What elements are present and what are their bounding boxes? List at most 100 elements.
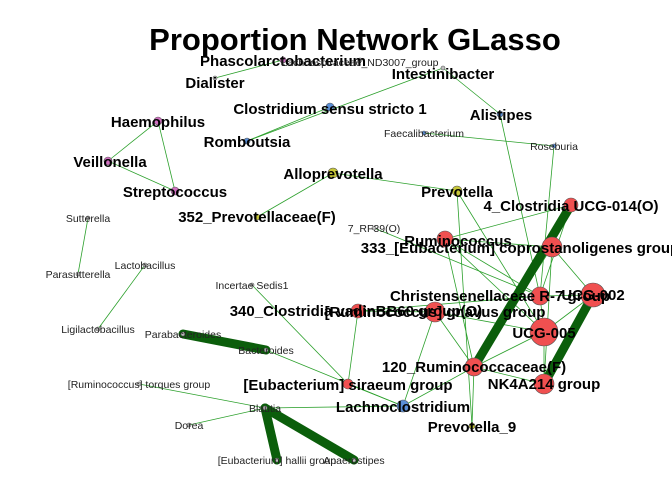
node-label-n9: Faecalibacterium	[384, 128, 464, 140]
node-label-n4: Intestinibacter	[392, 66, 495, 83]
edge	[444, 238, 553, 248]
edge	[434, 311, 545, 333]
node-n11[interactable]	[103, 156, 113, 166]
strong-edge	[178, 329, 271, 355]
node-label-n40: [Eubacterium] hallii group	[218, 455, 337, 467]
node-n26[interactable]	[350, 303, 366, 319]
node-n27[interactable]	[424, 301, 446, 323]
node-n39[interactable]	[468, 422, 476, 430]
node-n20[interactable]	[541, 236, 563, 258]
node-n2[interactable]	[357, 57, 363, 63]
node-layer	[75, 56, 606, 463]
node-label-n1: Phascolarctobacterium	[200, 53, 366, 70]
node-n29[interactable]	[180, 331, 186, 337]
node-label-n23: Incertae Sedis1	[216, 280, 289, 292]
node-label-n34: NK4A214 group	[488, 376, 601, 393]
node-n7[interactable]	[153, 116, 163, 126]
edge	[246, 106, 331, 142]
edge	[402, 311, 436, 407]
edge	[251, 284, 349, 385]
graph-title: Proportion Network GLasso	[149, 22, 561, 57]
node-n3[interactable]	[212, 75, 218, 81]
node-n5[interactable]	[325, 102, 335, 112]
node-n9[interactable]	[421, 130, 427, 136]
node-n12[interactable]	[327, 167, 339, 179]
node-label-n39: Prevotella_9	[428, 419, 516, 436]
edge	[456, 190, 473, 427]
node-n19[interactable]	[436, 230, 454, 248]
node-label-n11: Veillonella	[73, 154, 147, 171]
node-n34[interactable]	[533, 373, 555, 395]
node-n33[interactable]	[342, 378, 354, 390]
edge	[456, 190, 545, 333]
node-label-n29: Parabacteroides	[145, 329, 221, 341]
node-n35[interactable]	[136, 381, 142, 387]
label-layer: PhascolarctobacteriumLachnospiraceae_ND3…	[46, 53, 672, 467]
node-n8[interactable]	[243, 137, 251, 145]
node-label-n24: Christensenellaceae R-7 group	[390, 288, 610, 305]
node-label-n26: 340_Clostridia vadinBB60 group(O)	[230, 303, 483, 320]
node-n14[interactable]	[451, 185, 463, 197]
edge-layer	[77, 59, 598, 465]
edge	[138, 383, 266, 409]
edge	[77, 217, 89, 275]
node-n40[interactable]	[274, 457, 280, 463]
node-n10[interactable]	[551, 143, 557, 149]
node-label-n37: Lachnoclostridium	[336, 399, 470, 416]
edge	[473, 366, 545, 385]
node-label-n16: 352_Prevotellaceae(F)	[178, 209, 336, 226]
edge	[444, 204, 572, 240]
node-n37[interactable]	[396, 399, 410, 413]
node-label-n17: Sutterella	[66, 213, 111, 225]
node-n4[interactable]	[440, 65, 446, 71]
node-label-n21: Lactobacillus	[115, 260, 176, 272]
node-n41[interactable]	[351, 457, 357, 463]
edge	[402, 366, 475, 407]
edge	[539, 145, 555, 297]
node-n24[interactable]	[530, 286, 550, 306]
node-label-n2: Lachnospiraceae_ND3007_group	[281, 57, 438, 69]
node-n17[interactable]	[85, 215, 91, 221]
edge	[444, 238, 545, 333]
node-label-n15: 4_Clostridia UCG-014(O)	[483, 198, 658, 215]
node-n36[interactable]	[262, 405, 268, 411]
strong-edge	[469, 200, 576, 372]
node-n30[interactable]	[529, 317, 559, 347]
node-n22[interactable]	[75, 271, 81, 277]
node-n18[interactable]	[371, 225, 377, 231]
node-label-n33: [Eubacterium] siraeum group	[243, 377, 452, 394]
node-label-n20: 333_[Eubacterium] coprostanoligenes grou…	[361, 240, 672, 257]
node-label-n13: Streptococcus	[123, 184, 227, 201]
strong-edge	[260, 403, 282, 465]
node-n21[interactable]	[142, 262, 148, 268]
node-n28[interactable]	[95, 326, 101, 332]
node-label-n22: Parasutterella	[46, 269, 111, 281]
node-label-n3: Dialister	[185, 75, 244, 92]
node-label-n25: UCG-002	[561, 287, 624, 304]
node-label-n31: Bacteroides	[238, 345, 293, 357]
node-n38[interactable]	[186, 422, 192, 428]
node-n1[interactable]	[279, 56, 287, 64]
node-n31[interactable]	[263, 347, 269, 353]
node-n15[interactable]	[563, 197, 579, 213]
node-n23[interactable]	[249, 282, 255, 288]
edge	[246, 67, 444, 142]
node-n16[interactable]	[253, 213, 261, 221]
strong-edge	[539, 290, 598, 389]
edge	[107, 160, 176, 192]
node-n13[interactable]	[170, 186, 180, 196]
node-label-n35: [Ruminococcus] torques group	[68, 379, 211, 391]
node-n25[interactable]	[580, 282, 606, 308]
node-label-n10: Roseburia	[530, 141, 578, 153]
edge	[357, 295, 541, 312]
edge	[97, 264, 146, 330]
node-label-n32: 120_Ruminococcaceae(F)	[382, 359, 566, 376]
node-label-n18: 7_RF39(O)	[348, 223, 401, 235]
edge	[188, 407, 266, 426]
edge	[543, 246, 553, 385]
node-n32[interactable]	[464, 357, 484, 377]
edge	[444, 238, 475, 368]
node-label-n30: UCG-005	[512, 325, 575, 342]
node-n6[interactable]	[496, 110, 504, 118]
